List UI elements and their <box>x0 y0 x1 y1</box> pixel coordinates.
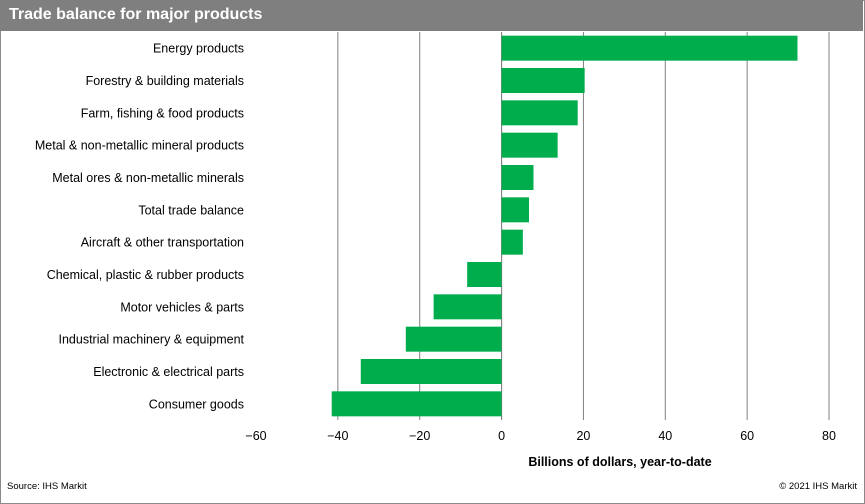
bar <box>405 326 502 352</box>
x-tick-label: 40 <box>658 429 672 443</box>
x-tick-label: −20 <box>409 429 430 443</box>
x-tick-label: 0 <box>498 429 505 443</box>
title-bar: Trade balance for major products <box>0 0 863 31</box>
bar <box>501 35 798 61</box>
x-tick-labels: −60 −40 −20 0 20 40 60 80 <box>245 429 836 443</box>
category-label: Electronic & electrical parts <box>93 365 244 379</box>
bar <box>501 68 585 93</box>
category-label: Total trade balance <box>138 203 244 217</box>
bar <box>501 165 534 190</box>
grid-lines <box>255 32 830 420</box>
category-label: Consumer goods <box>149 397 244 411</box>
x-tick-label: −60 <box>245 429 266 443</box>
x-tick-label: 80 <box>822 429 836 443</box>
chart-title: Trade balance for major products <box>9 6 263 23</box>
bar <box>501 229 523 255</box>
category-label: Motor vehicles & parts <box>120 300 244 314</box>
bars <box>331 35 798 417</box>
category-label: Aircraft & other transportation <box>81 236 244 250</box>
copyright-note: © 2021 IHS Markit <box>779 481 857 492</box>
x-tick-label: 20 <box>576 429 590 443</box>
category-label: Metal & non-metallic mineral products <box>35 139 244 153</box>
x-tick-label: −40 <box>327 429 348 443</box>
x-axis-title: Billions of dollars, year-to-date <box>528 455 711 469</box>
bar <box>501 197 529 223</box>
category-label: Farm, fishing & food products <box>81 106 244 120</box>
category-label: Forestry & building materials <box>86 74 244 88</box>
bar <box>331 391 502 417</box>
x-tick-label: 60 <box>740 429 754 443</box>
category-label: Energy products <box>153 42 244 56</box>
category-labels: Energy products Forestry & building mater… <box>35 42 245 412</box>
bar <box>433 294 502 320</box>
source-note: Source: IHS Markit <box>7 481 87 492</box>
bar <box>501 100 578 126</box>
bar <box>501 132 558 158</box>
bar <box>467 262 502 287</box>
category-label: Metal ores & non-metallic minerals <box>52 171 244 185</box>
category-label: Industrial machinery & equipment <box>58 333 244 347</box>
category-label: Chemical, plastic & rubber products <box>47 268 244 282</box>
bar <box>360 359 502 384</box>
